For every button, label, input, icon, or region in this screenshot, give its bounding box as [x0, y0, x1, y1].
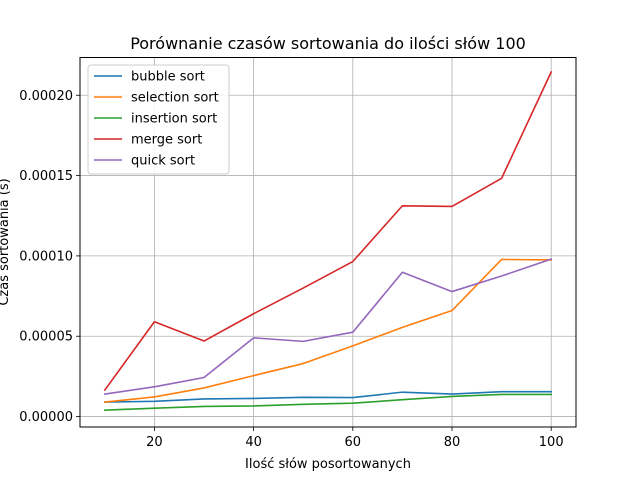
legend-label-insertion-sort: insertion sort	[131, 112, 217, 127]
legend-label-merge-sort: merge sort	[131, 133, 202, 148]
x-axis-label: Ilość słów posortowanych	[245, 457, 411, 472]
y-tick-label: 0.00020	[19, 89, 73, 104]
series-line-insertion-sort	[103, 393, 553, 411]
y-tick-label: 0.00010	[19, 249, 73, 264]
grid	[80, 57, 576, 427]
plot-frame	[79, 57, 577, 428]
legend-label-bubble-sort: bubble sort	[131, 70, 205, 85]
legend-box	[87, 64, 230, 175]
series-line-bubble-sort	[103, 390, 553, 403]
x-tick-label: 20	[146, 435, 163, 450]
x-tick-label: 40	[245, 435, 262, 450]
y-axis-label: Czas sortowania (s)	[0, 178, 12, 305]
series-line-selection-sort	[103, 258, 553, 403]
y-axis-ticks: 0.00000 0.00005 0.00010 0.00015 0.00020	[19, 89, 80, 425]
y-tick-label: 0.00015	[19, 169, 73, 184]
y-tick-label: 0.00005	[19, 330, 73, 345]
chart-title: Porównanie czasów sortowania do ilości s…	[130, 34, 526, 53]
series-lines	[103, 70, 553, 411]
x-axis-ticks: 20 40 60 80 100	[146, 427, 564, 450]
series-line-quick-sort	[103, 258, 553, 395]
x-tick-label: 60	[345, 435, 362, 450]
x-tick-label: 100	[539, 435, 564, 450]
legend: bubble sort selection sort insertion sort m…	[87, 64, 230, 175]
legend-label-quick-sort: quick sort	[131, 154, 195, 169]
legend-label-selection-sort: selection sort	[131, 91, 219, 106]
y-tick-label: 0.00000	[19, 410, 73, 425]
series-line-merge-sort	[103, 70, 553, 392]
x-tick-label: 80	[444, 435, 461, 450]
